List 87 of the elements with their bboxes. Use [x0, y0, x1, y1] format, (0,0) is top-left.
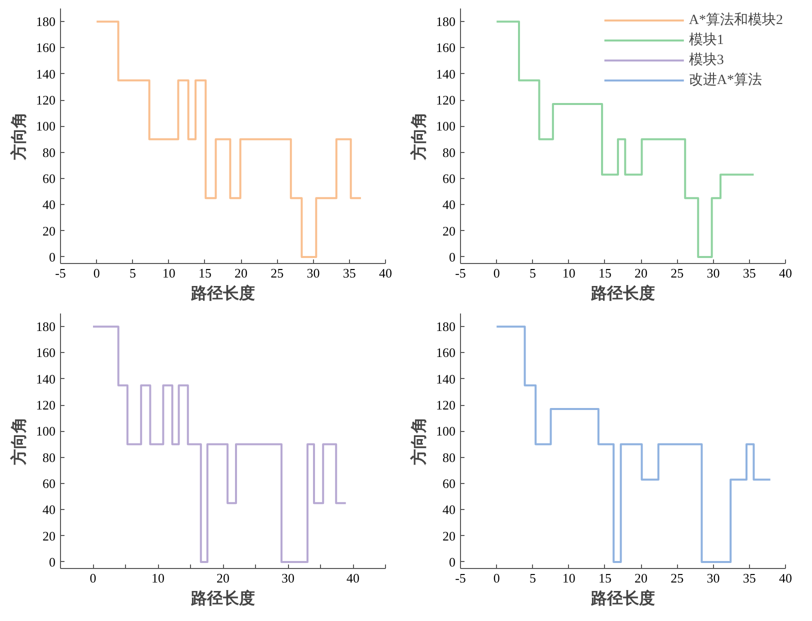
x-tick-label: 30: [706, 266, 720, 280]
x-tick-label: -5: [455, 570, 466, 586]
y-tick-label: 0: [49, 554, 56, 570]
y-tick-label: 20: [42, 223, 56, 238]
y-axis-title: 方向角: [409, 417, 428, 466]
y-tick-label: 40: [42, 197, 56, 212]
x-tick-label: 30: [306, 266, 320, 280]
x-tick-label: 35: [342, 266, 356, 280]
y-tick-label: 140: [36, 66, 56, 82]
x-tick-label: 10: [562, 266, 576, 280]
y-tick-label: 180: [436, 319, 456, 334]
text: 模块3: [688, 52, 724, 69]
x-tick-label: 20: [216, 570, 230, 586]
x-tick-label: 15: [598, 266, 612, 280]
x-tick-label: 0: [93, 266, 100, 280]
x-tick-label: -5: [55, 266, 66, 280]
x-tick-label: 25: [670, 570, 684, 586]
y-tick-label: 40: [442, 502, 456, 518]
y-tick-label: 180: [36, 319, 56, 334]
y-tick-label: 140: [436, 371, 456, 386]
text: 模块1: [688, 32, 724, 49]
y-axis-title: 方向角: [9, 417, 28, 466]
y-tick-label: 160: [436, 345, 456, 360]
y-tick-label: 20: [442, 528, 456, 544]
y-tick-label: 60: [42, 476, 56, 491]
y-tick-label: 100: [36, 118, 56, 134]
x-axis-title: 路径长度: [590, 588, 655, 608]
x-tick-label: 25: [270, 266, 284, 280]
x-tick-label: 35: [742, 266, 756, 280]
x-tick-label: 0: [90, 570, 96, 586]
x-axis-title: 路径长度: [590, 284, 655, 302]
x-tick-label: 10: [162, 266, 176, 280]
x-tick-label: 30: [706, 570, 720, 586]
y-tick-label: 80: [442, 144, 456, 160]
x-axis-title: 路径长度: [190, 588, 255, 608]
x-tick-label: 20: [234, 266, 248, 280]
x-tick-label: 15: [198, 266, 212, 280]
y-tick-label: 80: [442, 450, 456, 465]
y-axis-title: 方向角: [409, 112, 428, 161]
y-tick-label: 60: [442, 171, 456, 186]
y-tick-label: 0: [449, 554, 456, 570]
y-tick-label: 100: [36, 424, 56, 439]
x-tick-label: 0: [493, 570, 500, 586]
y-tick-label: 20: [42, 528, 56, 544]
x-tick-label: 10: [152, 570, 164, 586]
x-tick-label: 20: [634, 570, 648, 586]
y-tick-label: 60: [442, 476, 456, 491]
x-tick-label: 30: [282, 570, 294, 586]
y-axis-title: 方向角: [9, 112, 28, 161]
y-tick-label: 60: [42, 171, 56, 186]
x-tick-label: 25: [670, 266, 684, 280]
y-tick-label: 120: [36, 398, 56, 413]
x-tick-label: 40: [346, 570, 360, 586]
x-tick-label: 5: [529, 570, 536, 586]
y-tick-label: 80: [42, 450, 56, 465]
y-tick-label: 120: [36, 92, 56, 108]
x-tick-label: 5: [129, 266, 136, 280]
y-tick-label: 180: [436, 14, 456, 30]
y-tick-label: 0: [49, 249, 56, 264]
x-tick-label: 15: [598, 570, 612, 586]
y-tick-label: 140: [436, 66, 456, 82]
y-tick-label: 180: [36, 14, 56, 30]
x-tick-label: 35: [742, 570, 756, 586]
x-tick-label: 20: [634, 266, 648, 280]
y-tick-label: 140: [36, 371, 56, 386]
x-tick-label: 10: [562, 570, 576, 586]
x-tick-label: 40: [779, 266, 792, 280]
y-tick-label: 40: [42, 502, 56, 518]
y-tick-label: 40: [442, 197, 456, 212]
y-tick-label: 160: [36, 40, 56, 56]
y-tick-label: 120: [436, 398, 456, 413]
y-tick-label: 160: [36, 345, 56, 360]
y-tick-label: 0: [449, 249, 456, 264]
y-tick-label: 120: [436, 92, 456, 108]
x-axis-title: 路径长度: [190, 284, 255, 302]
x-tick-label: 0: [493, 266, 500, 280]
text: 改进A*算法: [688, 72, 762, 89]
y-tick-label: 100: [436, 118, 456, 134]
x-tick-label: 40: [779, 570, 792, 586]
y-tick-label: 160: [436, 40, 456, 56]
x-tick-label: 5: [529, 266, 536, 280]
x-tick-label: -5: [455, 266, 466, 280]
y-tick-label: 20: [442, 223, 456, 238]
text: A*算法和模块2: [688, 12, 783, 29]
y-tick-label: 100: [436, 424, 456, 439]
y-tick-label: 80: [42, 144, 56, 160]
x-tick-label: 40: [379, 266, 392, 280]
